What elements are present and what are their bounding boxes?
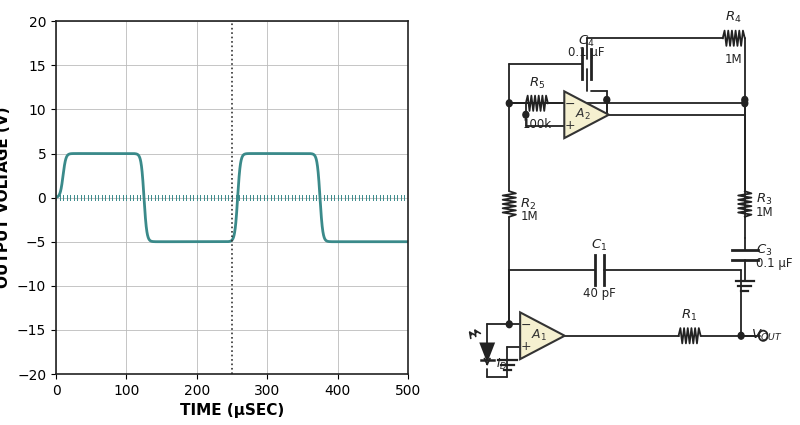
Circle shape — [523, 111, 529, 118]
Text: −: − — [565, 98, 575, 110]
Text: $C_3$: $C_3$ — [756, 243, 772, 258]
Text: $R_2$: $R_2$ — [520, 196, 537, 212]
Text: $I_D$: $I_D$ — [496, 357, 508, 372]
Circle shape — [604, 96, 610, 103]
Polygon shape — [520, 312, 565, 359]
Circle shape — [506, 321, 512, 328]
Text: $C_4$: $C_4$ — [578, 34, 595, 49]
Circle shape — [506, 100, 512, 107]
Polygon shape — [481, 343, 494, 360]
Circle shape — [742, 96, 748, 103]
Text: $C_1$: $C_1$ — [591, 238, 607, 253]
Text: $V_{OUT}$: $V_{OUT}$ — [751, 328, 782, 343]
Text: 100k: 100k — [522, 118, 551, 131]
Text: +: + — [521, 340, 531, 353]
Circle shape — [742, 100, 748, 107]
Text: −: − — [521, 319, 531, 332]
Text: 40 pF: 40 pF — [583, 287, 616, 300]
Text: 1M: 1M — [520, 210, 538, 223]
Polygon shape — [564, 91, 609, 138]
Text: 1M: 1M — [725, 53, 742, 66]
Text: $A_2$: $A_2$ — [575, 107, 590, 122]
Y-axis label: OUTPUT VOLTAGE (V): OUTPUT VOLTAGE (V) — [0, 107, 11, 289]
Text: 1M: 1M — [756, 206, 774, 219]
Text: 0.1 µF: 0.1 µF — [756, 257, 792, 270]
Text: $R_1$: $R_1$ — [682, 308, 698, 323]
Text: $A_1$: $A_1$ — [530, 328, 546, 343]
Text: $R_3$: $R_3$ — [756, 192, 772, 207]
X-axis label: TIME (μSEC): TIME (μSEC) — [180, 403, 284, 418]
Text: +: + — [565, 119, 575, 132]
Circle shape — [738, 332, 744, 339]
Text: 0.1 µF: 0.1 µF — [568, 46, 605, 60]
Text: $R_5$: $R_5$ — [529, 75, 545, 91]
Text: $R_4$: $R_4$ — [726, 10, 742, 26]
